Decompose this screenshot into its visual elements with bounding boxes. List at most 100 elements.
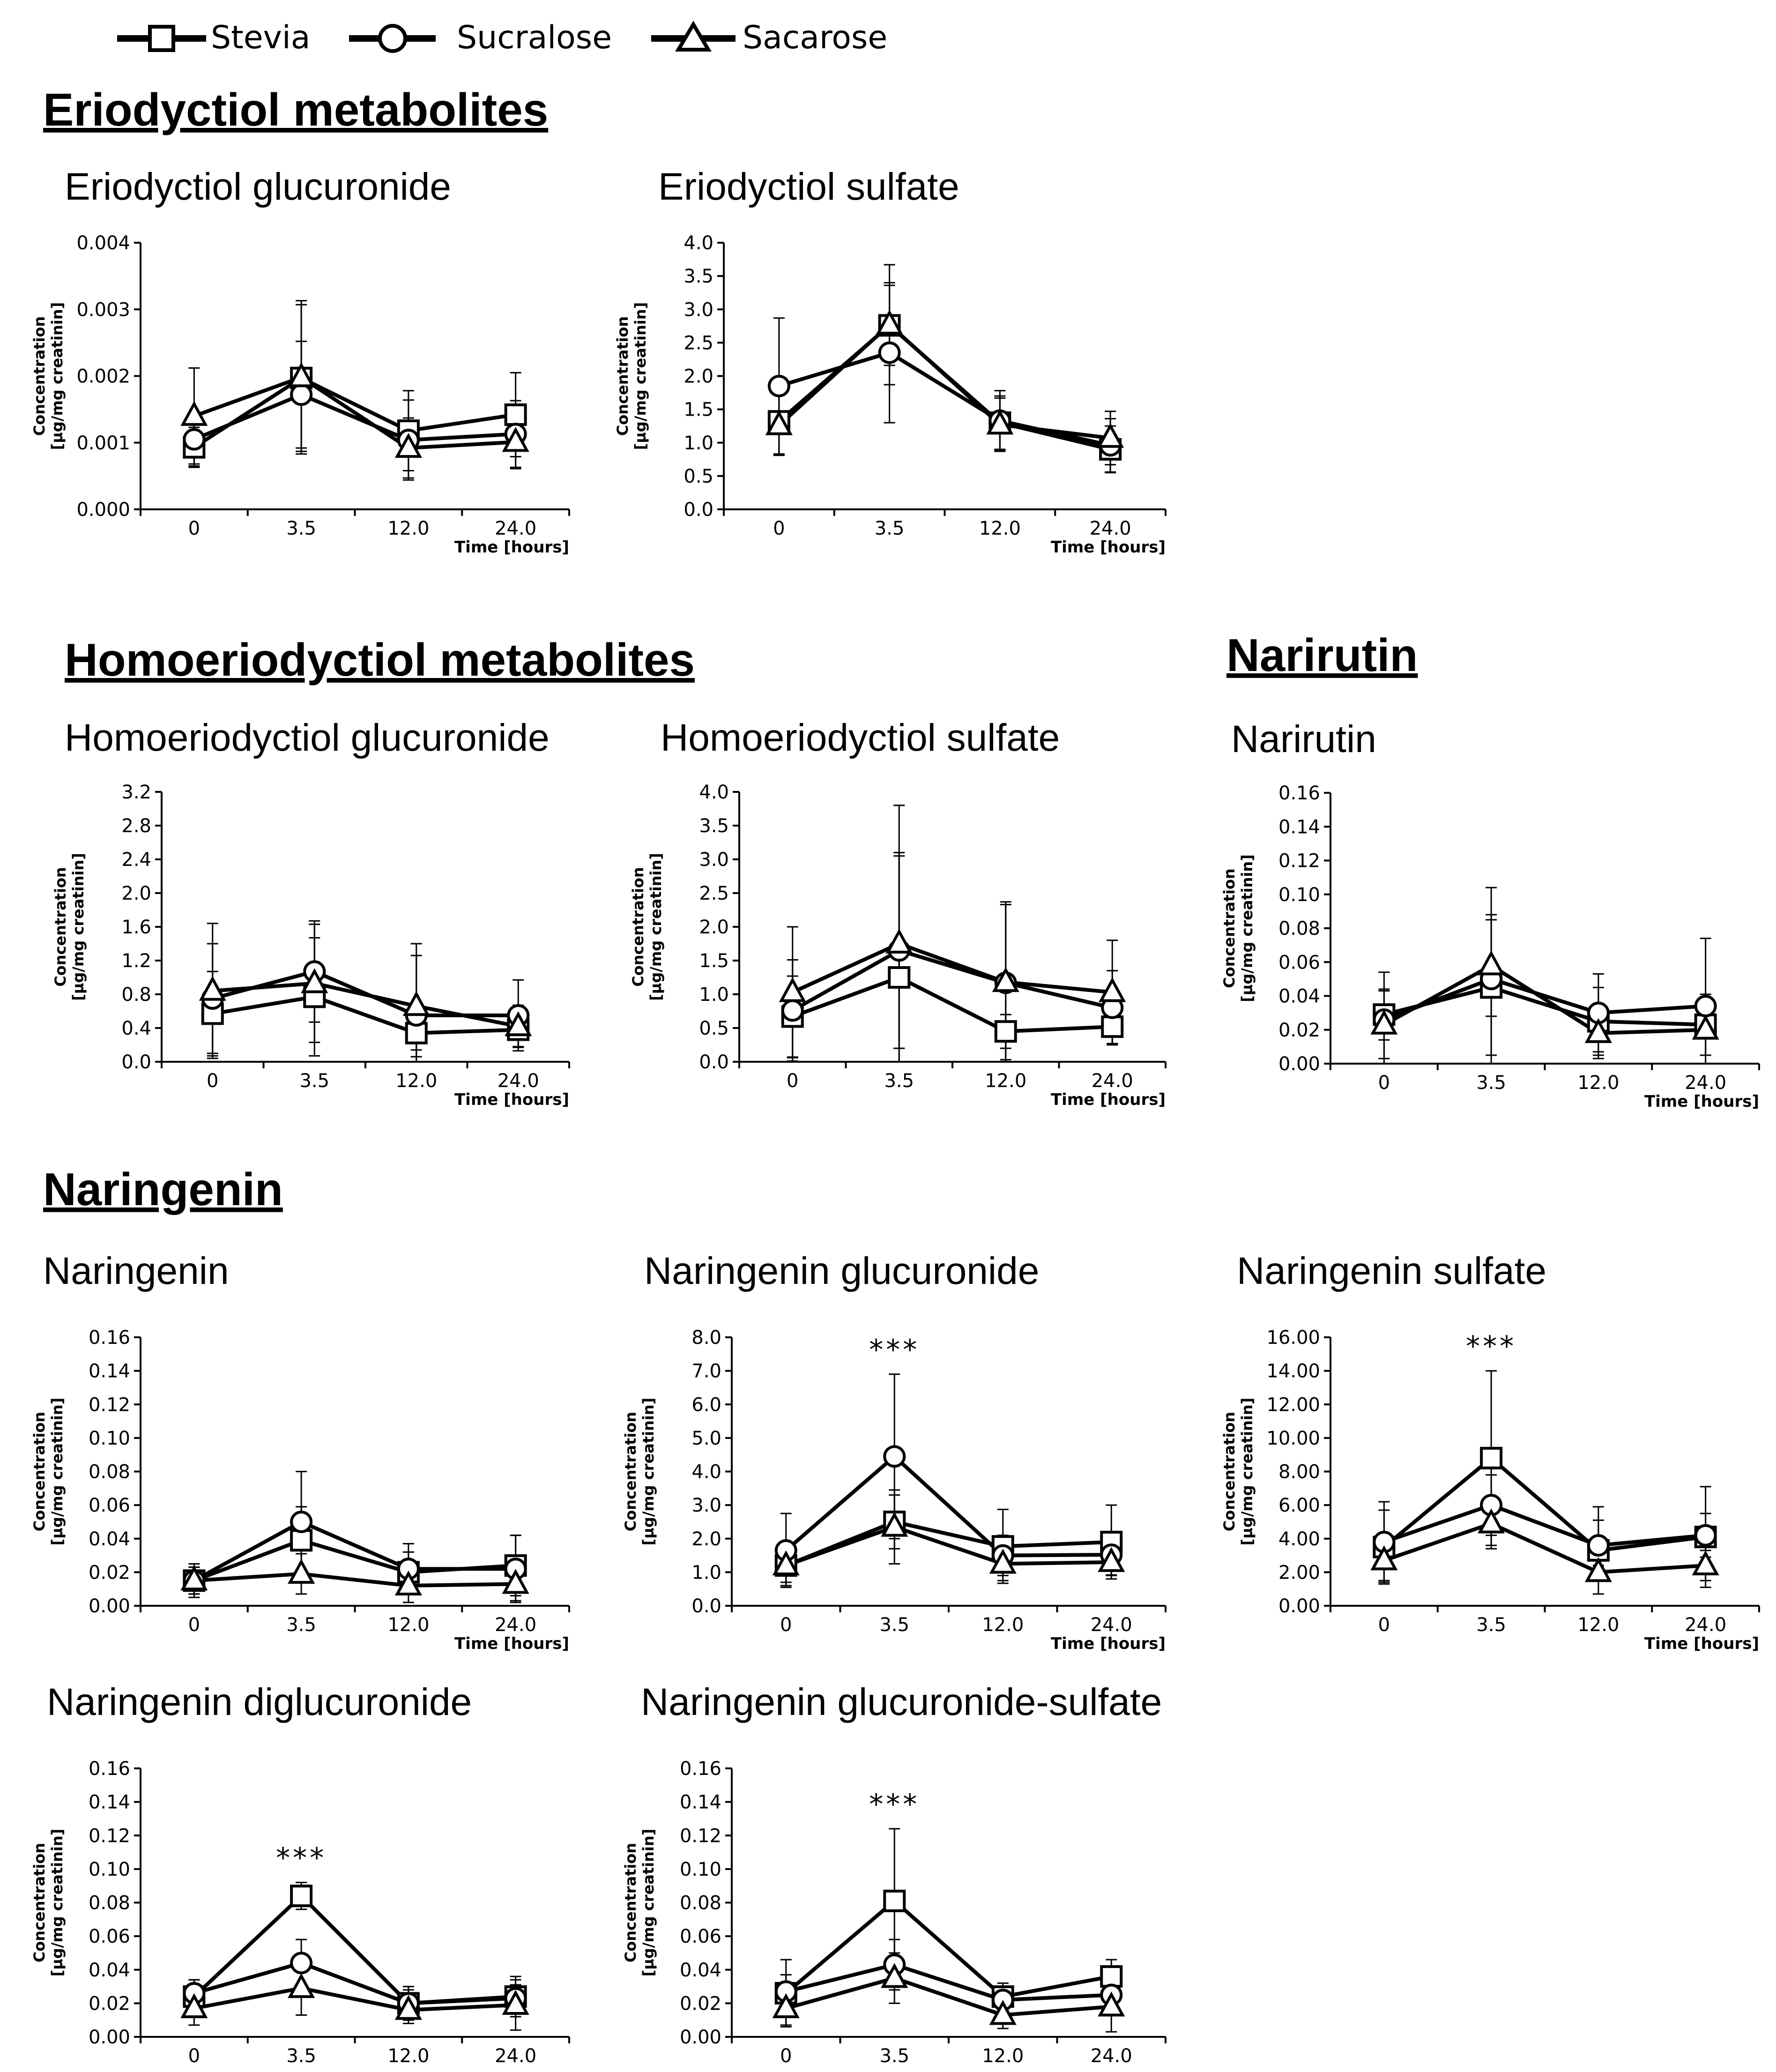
legend-label-sacarose: Sacarose <box>743 19 887 56</box>
y-tick-label: 0.00 <box>680 2027 721 2048</box>
data-point-sacarose <box>505 1011 532 1036</box>
x-axis-label: Time [hours] <box>454 1090 569 1109</box>
y-tick-label: 0.06 <box>89 1926 130 1947</box>
data-point-sucralose <box>183 428 206 451</box>
data-point-stevia <box>994 1020 1017 1043</box>
x-tick-label: 24.0 <box>495 2045 536 2067</box>
data-point-sacarose <box>1099 977 1126 1002</box>
data-point-sacarose <box>989 1549 1017 1574</box>
x-axis-label: Time [hours] <box>1644 1092 1759 1111</box>
y-tick-label: 0.04 <box>89 1960 130 1981</box>
panel-title: Eriodyctiol glucuronide <box>65 165 451 208</box>
panel-eriodyctiol-sulfate: Eriodyctiol sulfate 0.0 0.5 1.0 1.5 2.0 2.5 3.0… <box>614 165 1167 557</box>
legend-item-sucralose: Sucralose <box>349 19 612 56</box>
x-axis-label: Time [hours] <box>454 538 569 557</box>
y-tick-label: 3.0 <box>699 849 729 871</box>
panel-naringenin-diglucuronide: Naringenin diglucuronide 0.00 0.02 0.04 0.06… <box>30 1681 570 2067</box>
series-line-stevia <box>193 376 516 449</box>
y-tick-label: 2.0 <box>684 366 713 388</box>
series-line-sacarose <box>212 981 519 1029</box>
data-point-stevia <box>405 1021 428 1044</box>
series-line-sucralose <box>193 1961 516 2005</box>
data-point-sucralose <box>883 1445 906 1468</box>
data-point-sacarose <box>885 928 913 954</box>
legend-label-stevia: Stevia <box>211 19 310 56</box>
y-tick-label: 0.5 <box>684 466 713 487</box>
y-axis-title: Concentration <box>30 1843 48 1962</box>
data-point-sucralose <box>290 1952 313 1975</box>
y-axis-title-unit: [µg/mg creatinin] <box>48 1829 66 1977</box>
y-axis-title: Concentration <box>614 316 632 436</box>
series-line-sucralose <box>785 1963 1112 2002</box>
x-tick-label: 12.0 <box>387 2045 429 2067</box>
x-tick-label: 24.0 <box>1091 2045 1132 2067</box>
series-line-sacarose <box>1383 1521 1706 1574</box>
y-tick-label: 16.00 <box>1266 1327 1320 1349</box>
data-point-sacarose <box>779 977 806 1002</box>
series-line-sacarose <box>194 1572 516 1588</box>
x-tick-label: 24.0 <box>1092 1070 1133 1092</box>
y-axis-title-unit: [µg/mg creatinin] <box>69 853 87 1001</box>
x-tick-label: 24.0 <box>498 1070 539 1092</box>
data-point-stevia <box>504 403 527 426</box>
series-line-sacarose <box>1383 963 1706 1035</box>
x-tick-label: 3.5 <box>286 1614 316 1636</box>
panel-naringenin-glucuronide-sulfate: Naringenin glucuronide-sulfate 0.00 0.02 0.… <box>622 1681 1167 2067</box>
y-tick-label: 2.5 <box>684 332 713 354</box>
series-line-stevia <box>1382 1456 1706 1552</box>
data-point-sacarose <box>881 1512 908 1537</box>
series-line-stevia <box>792 976 1113 1034</box>
data-point-sacarose <box>1098 1547 1125 1572</box>
y-axis-title: Concentration <box>52 867 69 986</box>
data-point-stevia <box>1101 1015 1124 1038</box>
y-tick-label: 8.00 <box>1278 1461 1320 1483</box>
x-tick-label: 24.0 <box>495 518 536 539</box>
data-point-sacarose <box>1097 423 1124 448</box>
data-point-sacarose <box>881 1963 908 1988</box>
x-tick-label: 3.5 <box>884 1070 914 1092</box>
data-point-stevia <box>290 1885 313 1908</box>
data-point-sacarose <box>502 427 529 452</box>
y-tick-label: 0.004 <box>76 232 130 254</box>
y-tick-label: 1.6 <box>121 917 151 938</box>
y-tick-label: 4.0 <box>699 782 729 803</box>
data-point-sacarose <box>986 410 1014 435</box>
y-tick-label: 7.0 <box>691 1361 721 1382</box>
series-line-sucralose <box>193 1520 516 1582</box>
y-tick-label: 0.000 <box>76 499 130 521</box>
y-axis-title: Concentration <box>30 316 48 436</box>
data-point-sacarose <box>765 410 793 435</box>
y-tick-label: 2.5 <box>699 883 729 904</box>
series-line-sacarose <box>785 1976 1112 2017</box>
significance-label: *** <box>869 1334 920 1366</box>
x-tick-label: 3.5 <box>286 518 316 539</box>
series-line-stevia <box>212 995 519 1035</box>
panel-title: Naringenin sulfate <box>1237 1250 1546 1292</box>
y-tick-label: 0.10 <box>89 1859 130 1880</box>
data-point-sacarose <box>1370 1545 1398 1571</box>
data-point-sacarose <box>288 362 315 388</box>
y-tick-label: 0.08 <box>89 1893 130 1914</box>
square-marker-icon <box>148 25 175 52</box>
x-tick-label: 0 <box>207 1070 218 1092</box>
y-tick-label: 8.0 <box>691 1327 721 1349</box>
series-line-sacarose <box>778 322 1111 440</box>
y-axis-title-unit: [µg/mg creatinin] <box>639 1829 657 1977</box>
y-tick-label: 0.04 <box>1278 986 1320 1007</box>
data-point-sacarose <box>1478 950 1505 976</box>
section-title-naringenin: Naringenin <box>43 1163 283 1215</box>
y-tick-label: 0.00 <box>89 2027 130 2048</box>
data-point-sacarose <box>502 1569 529 1594</box>
circle-marker-icon <box>378 24 407 53</box>
panel-homoeriodyctiol-sulfate: Homoeriodyctiol sulfate 0.0 0.5 1.0 1.5 2.0 2.… <box>629 716 1167 1109</box>
x-tick-label: 0 <box>188 2045 200 2067</box>
x-tick-label: 12.0 <box>982 2045 1024 2067</box>
panel-homoeriodyctiol-glucuronide: Homoeriodyctiol glucuronide 0.0 0.4 0.8 1.2 1… <box>52 716 570 1109</box>
section-title-narirutin: Narirutin <box>1226 629 1418 681</box>
y-tick-label: 0.12 <box>1278 850 1320 872</box>
y-axis-title: Concentration <box>622 1412 639 1531</box>
y-tick-label: 0.5 <box>699 1018 729 1039</box>
y-tick-label: 4.0 <box>691 1461 721 1483</box>
x-tick-label: 12.0 <box>982 1614 1024 1636</box>
y-tick-label: 2.4 <box>121 849 151 871</box>
